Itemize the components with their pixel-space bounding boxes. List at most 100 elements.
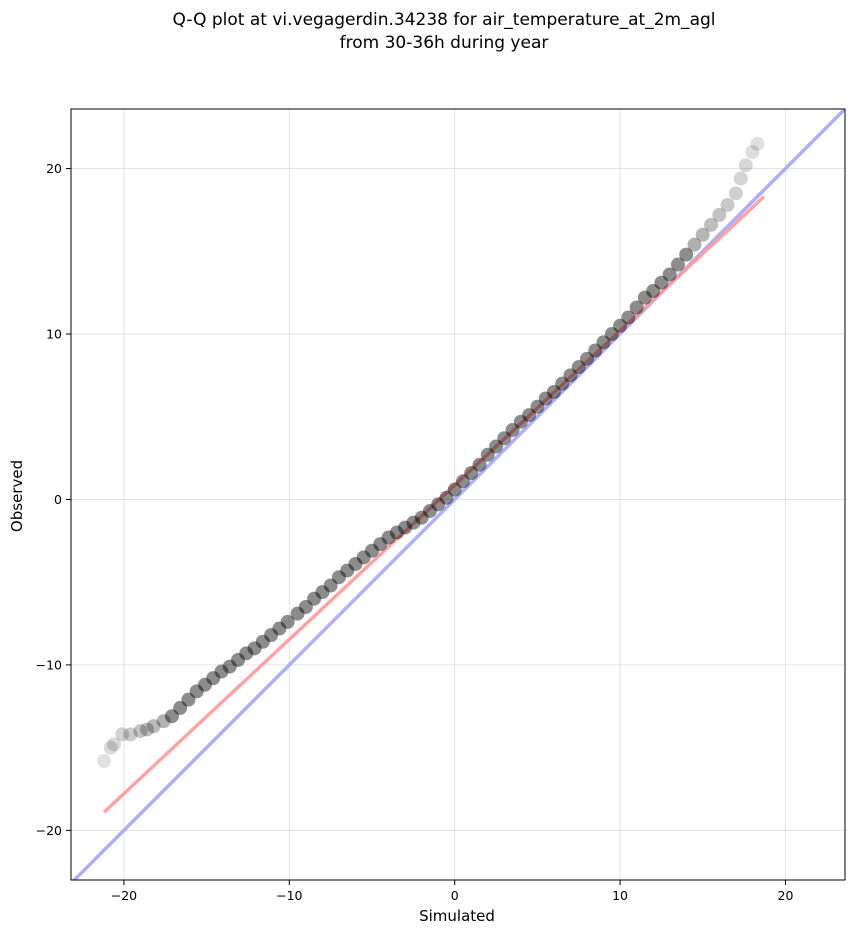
chart-title-line-2: from 30-36h during year [340, 33, 549, 53]
quantile-point [231, 652, 246, 667]
quantile-point [431, 497, 446, 512]
x-tick-label: 0 [451, 888, 459, 903]
quantile-point [621, 310, 636, 325]
quantile-point [365, 543, 379, 558]
quantile-point [613, 318, 628, 333]
quantile-point [264, 628, 279, 643]
quantile-point [181, 692, 196, 707]
quantile-point [563, 368, 578, 383]
quantile-point [255, 634, 270, 649]
quantile-point [629, 300, 644, 315]
quantile-point [146, 719, 161, 734]
quantile-point [447, 482, 462, 497]
reference-lines [71, 109, 845, 880]
x-tick-label: 10 [612, 888, 628, 903]
quantile-point [280, 614, 295, 629]
quantile-point [133, 724, 148, 739]
quantile-point [422, 504, 437, 519]
quantile-point [356, 550, 371, 565]
chart-title-line-1: Q-Q plot at vi.vegagerdin.34238 for air_… [172, 10, 715, 30]
quantile-point [123, 727, 138, 742]
x-axis-label: Simulated [419, 907, 495, 925]
quantile-point [695, 227, 710, 242]
plot-frame [70, 108, 846, 881]
quantile-point [439, 490, 454, 505]
quantile-point [555, 376, 570, 391]
quantile-point [654, 275, 669, 290]
quantile-point [331, 570, 346, 585]
quantile-point [97, 753, 112, 768]
fit-line [102, 195, 766, 814]
quantile-point [307, 591, 322, 606]
quantile-point [140, 722, 155, 737]
quantile-point [750, 136, 765, 151]
quantile-point [538, 391, 553, 406]
quantile-point [704, 217, 719, 232]
quantile-point [670, 257, 685, 272]
quantile-point [206, 671, 221, 686]
quantile-point [687, 237, 702, 252]
quantile-point [505, 422, 520, 437]
quantile-point [522, 408, 537, 423]
x-tick-label: 20 [778, 888, 794, 903]
quantile-point [497, 431, 512, 446]
quantile-point [239, 646, 254, 661]
quantile-point [340, 563, 355, 578]
quantile-point [189, 684, 204, 699]
y-tick-label: 20 [46, 161, 62, 176]
quantile-point [197, 677, 212, 692]
quantile-point [103, 740, 118, 755]
quantile-point [571, 360, 586, 375]
y-tick-label: 10 [46, 327, 62, 342]
quantile-point [662, 267, 677, 282]
quantile-point [489, 439, 504, 454]
quantile-point [398, 520, 413, 535]
quantile-point [720, 197, 735, 212]
y-tick-label: −10 [36, 657, 62, 672]
y-tick-label: 0 [54, 492, 62, 507]
x-tick-label: −20 [111, 888, 137, 903]
grid-lines [71, 109, 845, 880]
y-axis-label: Observed [8, 460, 26, 532]
quantile-point [738, 158, 753, 173]
quantile-point [381, 530, 396, 545]
quantile-point [214, 664, 229, 679]
quantile-point [323, 578, 338, 593]
quantile-point [373, 537, 388, 552]
x-tick-label: −10 [276, 888, 302, 903]
quantile-point [348, 556, 363, 571]
quantile-point [679, 247, 694, 262]
y-axis-ticks: −20 −10 0 10 20 [36, 161, 71, 838]
quantile-point [637, 290, 652, 305]
quantile-point [472, 457, 487, 472]
quantile-point [173, 700, 188, 715]
quantile-point [222, 659, 237, 674]
quantile-point [455, 474, 470, 489]
quantile-point [115, 727, 130, 742]
quantile-point [315, 585, 330, 600]
quantile-point [156, 714, 171, 729]
quantile-point [712, 207, 727, 222]
quantile-point [745, 145, 760, 160]
quantile-points [97, 136, 765, 768]
quantile-point [596, 335, 611, 350]
quantile-point [588, 343, 603, 358]
quantile-point [480, 447, 495, 462]
x-axis-ticks: −20 −10 0 10 20 [111, 880, 794, 903]
quantile-point [298, 600, 313, 615]
quantile-point [728, 186, 743, 201]
quantile-point [646, 283, 661, 298]
quantile-point [414, 510, 429, 525]
quantile-point [164, 709, 179, 724]
quantile-point [406, 515, 421, 530]
quantile-point [107, 737, 121, 752]
quantile-point [464, 465, 479, 480]
quantile-point [513, 414, 528, 429]
quantile-point [580, 351, 594, 366]
quantile-point [733, 171, 748, 186]
quantile-point [389, 525, 404, 540]
quantile-point [272, 621, 287, 636]
quantile-point [604, 327, 619, 342]
quantile-point [290, 606, 305, 621]
